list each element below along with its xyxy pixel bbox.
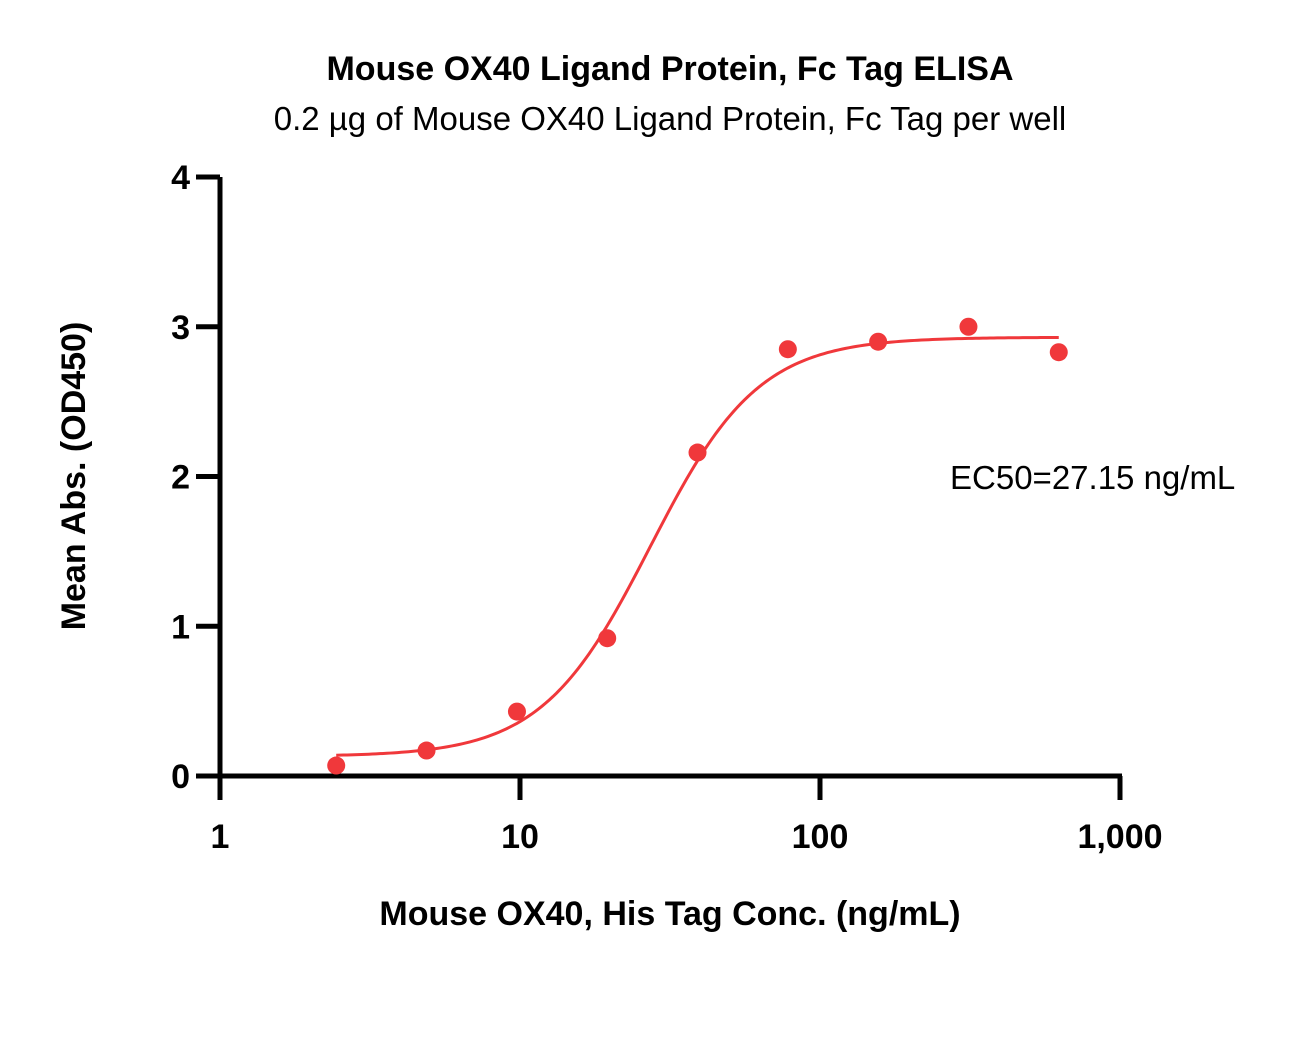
data-point — [688, 443, 707, 462]
x-axis-label: Mouse OX40, His Tag Conc. (ng/mL) — [379, 895, 960, 933]
data-point — [778, 340, 797, 359]
chart-title: Mouse OX40 Ligand Protein, Fc Tag ELISA — [326, 50, 1013, 88]
data-point — [1049, 343, 1068, 362]
data-point — [507, 702, 526, 721]
ec50-annotation: EC50=27.15 ng/mL — [950, 459, 1235, 496]
x-tick-label: 100 — [792, 818, 849, 856]
fit-curve-layer — [336, 335, 1059, 757]
data-point — [327, 756, 346, 775]
y-tick-label: 1 — [171, 608, 190, 646]
y-tick-label: 2 — [171, 459, 190, 497]
x-tick-label: 1 — [211, 818, 230, 856]
y-axis-label: Mean Abs. (OD450) — [55, 322, 93, 631]
data-point — [417, 741, 436, 760]
data-point — [959, 317, 978, 336]
data-point — [869, 332, 888, 351]
chart-subtitle: 0.2 µg of Mouse OX40 Ligand Protein, Fc … — [274, 100, 1067, 137]
data-points — [327, 317, 1068, 775]
y-tick-label: 4 — [171, 159, 190, 197]
fit-curve — [336, 335, 1059, 757]
y-tick-label: 0 — [171, 758, 190, 796]
data-point — [598, 629, 617, 648]
x-tick-label: 10 — [501, 818, 539, 856]
y-tick-label: 3 — [171, 309, 190, 347]
x-tick-label: 1,000 — [1077, 818, 1162, 856]
